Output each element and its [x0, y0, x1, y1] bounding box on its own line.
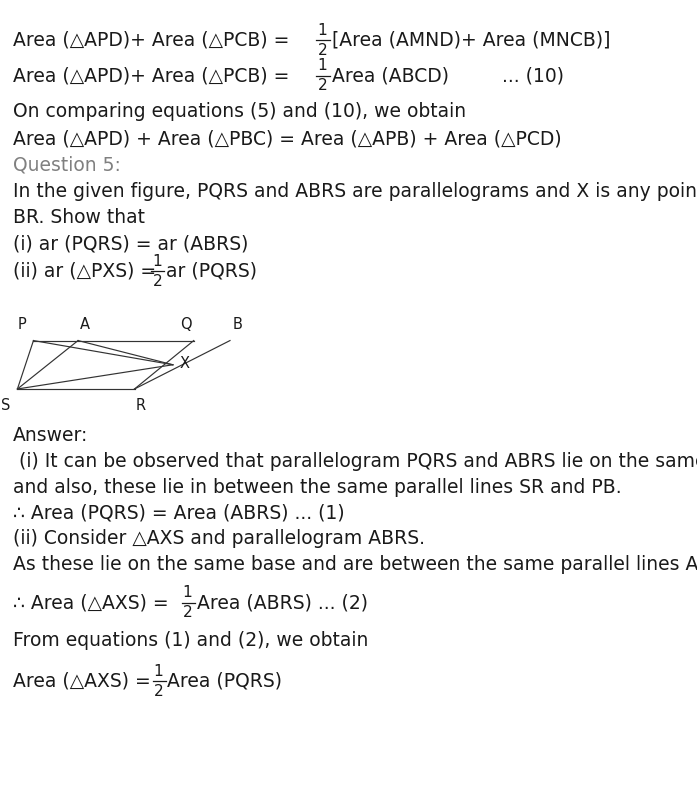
- Text: 1: 1: [183, 585, 192, 600]
- Text: X: X: [180, 357, 190, 371]
- Text: B: B: [233, 316, 243, 332]
- Text: 1: 1: [153, 663, 163, 679]
- Text: P: P: [17, 316, 26, 332]
- Text: Area (△APD)+ Area (△PCB) =: Area (△APD)+ Area (△PCB) =: [13, 66, 289, 86]
- Text: BR. Show that: BR. Show that: [13, 208, 144, 228]
- Text: Area (ABRS) ... (2): Area (ABRS) ... (2): [197, 593, 367, 613]
- Text: 2: 2: [154, 684, 164, 699]
- Text: [Area (AMND)+ Area (MNCB)]: [Area (AMND)+ Area (MNCB)]: [332, 31, 611, 50]
- Text: As these lie on the same base and are between the same parallel lines AS and BR,: As these lie on the same base and are be…: [13, 555, 697, 575]
- Text: A: A: [79, 316, 89, 332]
- Text: In the given figure, PQRS and ABRS are parallelograms and X is any point on side: In the given figure, PQRS and ABRS are p…: [13, 182, 697, 202]
- Text: (i) ar (PQRS) = ar (ABRS): (i) ar (PQRS) = ar (ABRS): [13, 234, 248, 253]
- Text: R: R: [136, 398, 146, 413]
- Text: Area (△AXS) =: Area (△AXS) =: [13, 671, 151, 691]
- Text: On comparing equations (5) and (10), we obtain: On comparing equations (5) and (10), we …: [13, 102, 466, 122]
- Text: 1: 1: [152, 253, 162, 269]
- Text: Question 5:: Question 5:: [13, 156, 121, 175]
- Text: Area (△APD)+ Area (△PCB) =: Area (△APD)+ Area (△PCB) =: [13, 31, 289, 50]
- Text: (ii) Consider △AXS and parallelogram ABRS.: (ii) Consider △AXS and parallelogram ABR…: [13, 529, 424, 549]
- Text: From equations (1) and (2), we obtain: From equations (1) and (2), we obtain: [13, 631, 368, 650]
- Text: ... (10): ... (10): [502, 66, 564, 86]
- Text: 2: 2: [318, 43, 328, 58]
- Text: ar (PQRS): ar (PQRS): [166, 261, 257, 281]
- Text: and also, these lie in between the same parallel lines SR and PB.: and also, these lie in between the same …: [13, 478, 621, 497]
- Text: ∴ Area (PQRS) = Area (ABRS) ... (1): ∴ Area (PQRS) = Area (ABRS) ... (1): [13, 504, 344, 523]
- Text: 1: 1: [317, 23, 327, 38]
- Text: 2: 2: [183, 605, 193, 621]
- Text: 1: 1: [317, 58, 327, 73]
- Text: Area (ABCD): Area (ABCD): [332, 66, 449, 86]
- Text: 2: 2: [153, 274, 162, 289]
- Text: (ii) ar (△PXS) =: (ii) ar (△PXS) =: [13, 261, 155, 281]
- Text: Area (PQRS): Area (PQRS): [167, 671, 282, 691]
- Text: Q: Q: [180, 316, 192, 332]
- Text: Answer:: Answer:: [13, 426, 88, 445]
- Text: (i) It can be observed that parallelogram PQRS and ABRS lie on the same base SR: (i) It can be observed that parallelogra…: [13, 452, 697, 471]
- Text: S: S: [1, 398, 10, 413]
- Text: 2: 2: [318, 78, 328, 94]
- Text: Area (△APD) + Area (△PBC) = Area (△APB) + Area (△PCD): Area (△APD) + Area (△PBC) = Area (△APB) …: [13, 129, 561, 148]
- Text: ∴ Area (△AXS) =: ∴ Area (△AXS) =: [13, 593, 168, 613]
